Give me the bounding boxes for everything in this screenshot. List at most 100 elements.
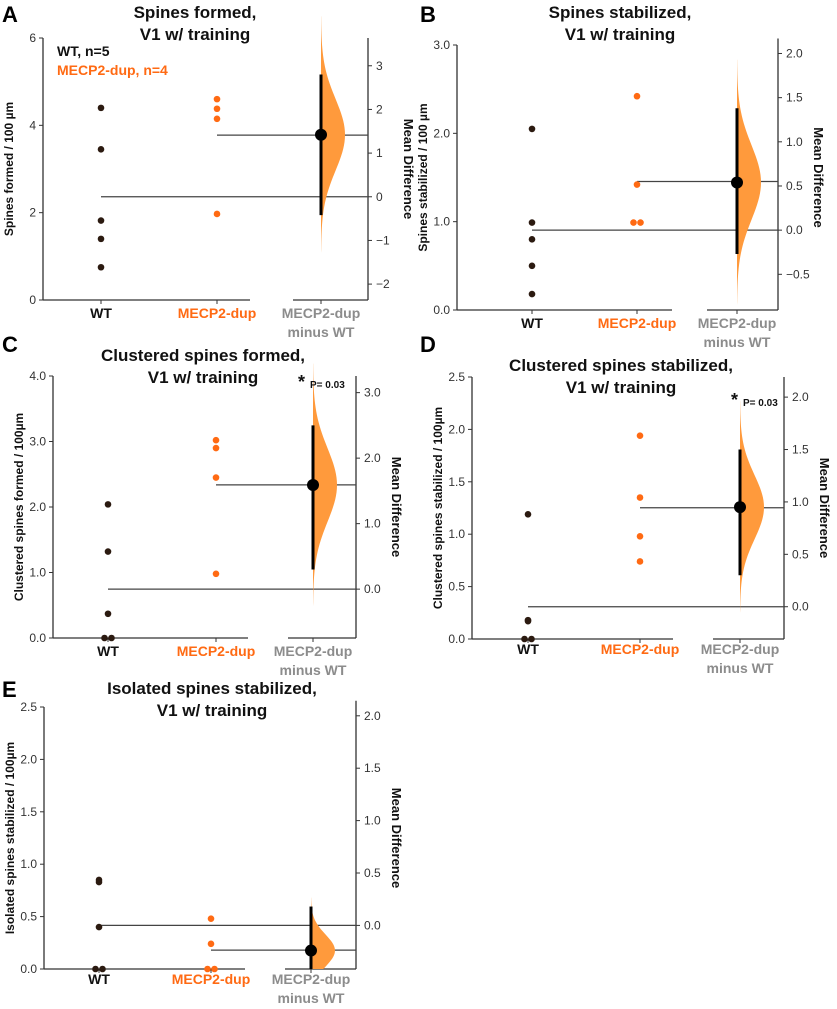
mecp2-data-point: [633, 181, 641, 188]
y2-axis-label: Mean Difference: [389, 788, 404, 888]
significance-star: *: [298, 372, 305, 392]
mecp2-data-point: [637, 219, 644, 226]
category-label-diff-line-2: minus WT: [278, 990, 345, 1006]
bootstrap-distribution: [311, 897, 335, 969]
wt-data-point: [528, 219, 536, 226]
category-label-diff: MECP2-dup: [701, 641, 780, 657]
y2-tick-label: 2.0: [792, 390, 809, 404]
category-label-diff: MECP2-dup: [698, 315, 777, 331]
wt-data-point: [521, 635, 528, 643]
wt-data-point: [528, 290, 536, 298]
mecp2-data-point: [636, 558, 644, 565]
category-label-diff-line-2: minus WT: [288, 324, 355, 340]
y-tick-label: 2.0: [448, 422, 465, 436]
mecp2-data-point: [636, 532, 644, 540]
panel-letter: C: [2, 332, 18, 357]
category-label-wt: WT: [517, 641, 539, 657]
y2-axis-label: Mean Difference: [811, 127, 826, 227]
wt-data-point: [97, 263, 105, 271]
mean-difference-point: [307, 478, 319, 491]
bootstrap-distribution: [737, 59, 761, 306]
bootstrap-distribution: [321, 16, 345, 254]
wt-data-point: [104, 548, 112, 555]
mecp2-data-point: [636, 494, 644, 501]
y2-tick-label: 0: [376, 190, 383, 204]
wt-data-point: [99, 965, 106, 973]
y2-tick-label: 1.0: [364, 814, 381, 828]
y-tick-label: 2.0: [20, 752, 37, 766]
panel-letter: B: [420, 2, 436, 27]
mecp2-data-point: [630, 219, 637, 226]
wt-data-point: [528, 236, 536, 243]
category-label-wt: WT: [521, 315, 543, 331]
y2-tick-label: 1.0: [786, 135, 803, 149]
p-value-label: P= 0.03: [743, 398, 778, 409]
y-tick-label: 1.5: [448, 475, 465, 489]
y2-tick-label: 0.0: [364, 918, 381, 932]
category-label-wt: WT: [90, 305, 112, 321]
bootstrap-distribution: [313, 363, 337, 607]
y2-tick-label: 1.0: [792, 495, 809, 509]
y-axis-label: Spines stabilized / 100 µm: [416, 103, 430, 251]
y-tick-label: 0.5: [448, 580, 465, 594]
y2-tick-label: 1: [376, 146, 383, 160]
y2-tick-label: 0.5: [792, 547, 809, 561]
y2-tick-label: 2: [376, 102, 383, 116]
y-tick-label: 0.0: [29, 631, 46, 645]
y2-axis-label: Mean Difference: [401, 119, 416, 219]
wt-data-point: [104, 501, 112, 508]
y-tick-label: 0: [29, 293, 36, 307]
y2-tick-label: 0.5: [786, 179, 803, 193]
y-tick-label: 1.0: [20, 857, 37, 871]
bootstrap-distribution: [740, 401, 764, 614]
y2-tick-label: 1.5: [792, 443, 809, 457]
chart-title-line-2: V1 w/ training: [148, 368, 259, 387]
y2-tick-label: 3.0: [364, 386, 381, 400]
y-tick-label: 4.0: [29, 369, 46, 383]
wt-data-point: [101, 634, 108, 642]
y2-tick-label: 0.5: [364, 866, 381, 880]
wt-data-point: [528, 262, 536, 270]
mecp2-data-point: [212, 436, 220, 444]
chart-title-line-1: Spines stabilized,: [549, 3, 692, 22]
category-label-diff: MECP2-dup: [282, 305, 361, 321]
chart-title-line-2: V1 w/ training: [157, 701, 268, 720]
category-label-mecp2: MECP2-dup: [172, 971, 251, 987]
chart-title-line-2: V1 w/ training: [565, 25, 676, 44]
y2-tick-label: −0.5: [786, 267, 810, 281]
y-axis-label: Spines formed / 100 µm: [2, 102, 16, 236]
wt-data-point: [97, 104, 105, 112]
p-value-label: P= 0.03: [310, 380, 345, 391]
category-label-mecp2: MECP2-dup: [178, 305, 257, 321]
panel-c: C Clustered spines formed, V1 w/ training 0…: [2, 332, 404, 678]
mecp2-data-point: [633, 92, 641, 100]
y-tick-label: 2.5: [20, 700, 37, 714]
mean-difference-point: [734, 501, 746, 514]
legend-wt: WT, n=5: [57, 43, 110, 59]
mean-difference-point: [731, 176, 743, 189]
category-label-wt: WT: [97, 643, 119, 659]
y2-tick-label: 3: [376, 59, 383, 73]
panel-b: B Spines stabilized, V1 w/ training 0.0 1.0 2…: [416, 2, 826, 350]
y-tick-label: 0.5: [20, 910, 37, 924]
y2-tick-label: 2.0: [786, 46, 803, 60]
y-tick-label: 6: [29, 31, 36, 45]
y2-axis-label: Mean Difference: [817, 458, 832, 558]
wt-data-point: [524, 510, 532, 518]
y-tick-label: 0.0: [433, 303, 450, 317]
y-tick-label: 1.0: [433, 215, 450, 229]
chart-title-line-1: Clustered spines formed,: [101, 346, 305, 365]
wt-data-point: [524, 617, 532, 625]
y2-tick-label: 1.0: [364, 517, 381, 531]
panel-d: D Clustered spines stabilized, V1 w/ train…: [420, 332, 832, 676]
y2-tick-label: 1.5: [364, 761, 381, 775]
mecp2-data-point: [213, 210, 221, 218]
category-label-diff-line-2: minus WT: [704, 334, 771, 350]
category-label-diff-line-2: minus WT: [280, 662, 347, 678]
mecp2-data-point: [213, 105, 221, 113]
mecp2-data-point: [213, 95, 221, 103]
y-tick-label: 1.5: [20, 805, 37, 819]
mecp2-data-point: [204, 965, 211, 973]
y2-tick-label: 2.0: [364, 451, 381, 465]
wt-data-point: [95, 923, 103, 931]
